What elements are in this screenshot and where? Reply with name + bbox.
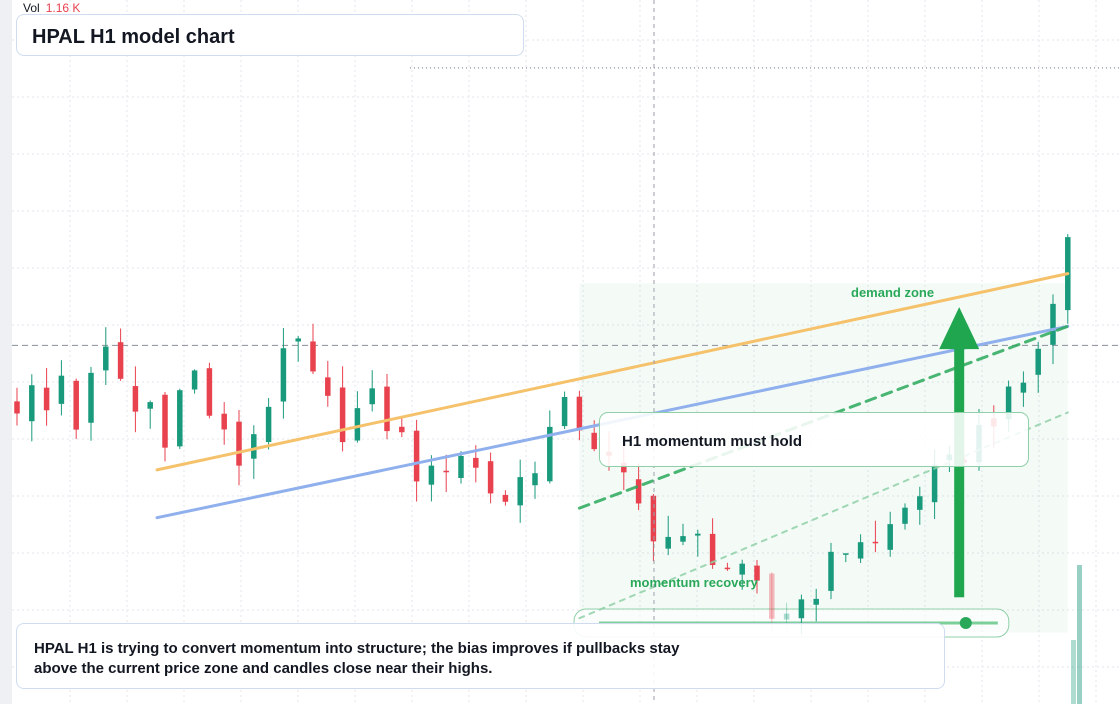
candle-body: [73, 380, 79, 430]
candle-body: [709, 533, 716, 565]
demand-zone-label: demand zone: [851, 285, 935, 300]
candle-body: [458, 455, 464, 478]
candle-body: [857, 542, 864, 559]
candle-body: [487, 461, 494, 494]
candle-body: [443, 470, 449, 473]
candle-body: [739, 563, 745, 575]
candle-body: [58, 375, 65, 404]
candle-body: [517, 477, 523, 506]
candle-body: [177, 390, 183, 447]
candle-body: [532, 473, 538, 486]
candle-body: [769, 573, 775, 619]
momentum-note-card: H1 momentum must hold: [599, 412, 1029, 467]
volume-readout: Vol 1.16 K: [23, 1, 80, 15]
candle-body: [1020, 382, 1027, 393]
candle-body: [576, 396, 583, 431]
candle-body: [132, 386, 139, 412]
candle-body: [162, 394, 168, 448]
candle-body: [473, 457, 479, 468]
candles[interactable]: [14, 234, 1071, 635]
candle-body: [413, 430, 420, 482]
candle-body: [547, 426, 553, 482]
candle-body: [650, 495, 657, 542]
momentum-recovery-label: momentum recovery: [630, 575, 758, 590]
candle-body: [310, 341, 316, 372]
candle-body: [561, 396, 568, 427]
left-scale-strip: [0, 0, 12, 704]
candle-body: [251, 434, 257, 459]
candle-body: [828, 551, 834, 591]
candle-body: [843, 553, 849, 555]
vol-value: 1.16 K: [45, 1, 81, 15]
candle-body: [325, 377, 331, 396]
candle-body: [591, 432, 597, 450]
candle-body: [295, 338, 301, 342]
candle-body: [695, 533, 701, 536]
up-arrow-head: [939, 307, 980, 350]
candle-body: [680, 536, 686, 542]
candle-body: [931, 464, 938, 503]
candle-body: [1005, 386, 1012, 420]
candle-body: [428, 465, 435, 485]
title-card: HPAL H1 model chart: [16, 14, 524, 56]
candle-body: [1050, 303, 1056, 345]
candle-body: [339, 387, 346, 443]
candle-body: [191, 370, 198, 390]
momentum-note-text: H1 momentum must hold: [622, 433, 803, 450]
candle-body: [754, 565, 760, 581]
candle-body: [29, 385, 35, 422]
candle-body: [635, 479, 642, 504]
candle-body: [265, 406, 272, 443]
candle-body: [354, 408, 361, 441]
candle-body: [1035, 348, 1041, 375]
candle-body: [813, 598, 819, 605]
candle-body: [88, 372, 94, 423]
summary-text: HPAL H1 is trying to convert momentum in…: [34, 640, 680, 677]
momentum-recovery-marker: [959, 617, 972, 629]
candle-body: [665, 536, 671, 549]
candle-body: [783, 613, 790, 620]
summary-card: HPAL H1 is trying to convert momentum in…: [16, 623, 945, 689]
candle-body: [621, 462, 627, 473]
candle-body: [399, 426, 405, 433]
candle-body: [724, 567, 731, 570]
candle-body: [917, 496, 923, 510]
candle-body: [502, 494, 509, 502]
candle-body: [117, 342, 124, 379]
vol-label: Vol: [23, 1, 40, 15]
candle-body: [798, 599, 805, 619]
candle-body: [221, 413, 227, 430]
candle-body: [872, 541, 879, 544]
volume-bars: [1071, 565, 1082, 704]
arrows: [939, 307, 980, 598]
candle-body: [147, 402, 153, 409]
volume-bar: [1071, 640, 1076, 704]
candle-body: [103, 346, 109, 371]
volume-bar: [1077, 565, 1082, 704]
grid: [12, 0, 1120, 704]
up-arrow-shaft: [954, 347, 965, 598]
candle-body: [384, 386, 390, 432]
candle-body: [236, 421, 242, 466]
horizontal-levels: [12, 67, 1120, 346]
candle-body: [206, 368, 213, 416]
candle-body: [280, 348, 287, 402]
candle-body: [887, 524, 893, 550]
trendline-solid: [155, 272, 1070, 472]
candle-body: [14, 401, 20, 414]
chart-title: HPAL H1 model chart: [32, 26, 235, 48]
candle-body: [902, 507, 908, 524]
candle-body: [43, 387, 50, 411]
candle-body: [369, 388, 375, 405]
